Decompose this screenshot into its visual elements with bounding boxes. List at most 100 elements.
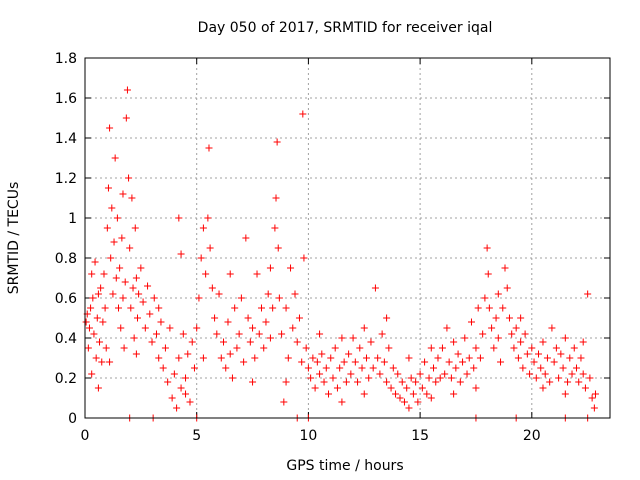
data-point bbox=[590, 404, 598, 412]
data-point bbox=[378, 330, 386, 338]
data-point bbox=[523, 350, 531, 358]
data-point bbox=[333, 384, 341, 392]
data-point bbox=[365, 374, 373, 382]
data-point bbox=[342, 378, 350, 386]
data-point bbox=[148, 338, 156, 346]
data-point bbox=[519, 364, 527, 372]
data-point bbox=[331, 344, 339, 352]
data-point bbox=[414, 398, 422, 406]
data-point bbox=[190, 364, 198, 372]
data-point bbox=[510, 344, 518, 352]
data-point bbox=[535, 350, 543, 358]
data-point bbox=[508, 330, 516, 338]
data-point bbox=[327, 354, 335, 362]
data-point bbox=[98, 358, 106, 366]
data-point bbox=[577, 354, 585, 362]
data-point bbox=[490, 344, 498, 352]
data-point bbox=[237, 294, 245, 302]
data-point bbox=[539, 384, 547, 392]
data-point bbox=[117, 324, 125, 332]
data-point bbox=[581, 384, 589, 392]
data-point bbox=[311, 384, 319, 392]
data-point bbox=[537, 364, 545, 372]
data-point bbox=[159, 364, 167, 372]
data-point bbox=[481, 294, 489, 302]
data-point bbox=[249, 324, 257, 332]
data-point bbox=[550, 358, 558, 366]
x-tick-label: 20 bbox=[523, 428, 541, 444]
data-point bbox=[108, 204, 116, 212]
data-point bbox=[282, 304, 290, 312]
data-point bbox=[204, 214, 212, 222]
data-point bbox=[118, 234, 126, 242]
data-point bbox=[226, 350, 234, 358]
data-point bbox=[273, 138, 281, 146]
tick-labels: 0 0.2 0.4 0.6 0.8 1 1.2 1.4 1.6 1.8 0 5 10 15 20 bbox=[55, 51, 541, 444]
data-point bbox=[96, 338, 104, 346]
data-point bbox=[340, 358, 348, 366]
data-point bbox=[376, 370, 384, 378]
data-point bbox=[338, 334, 346, 342]
data-point bbox=[89, 294, 97, 302]
data-point bbox=[123, 86, 131, 94]
data-point bbox=[251, 354, 259, 362]
y-axis-label: SRMTID / TECUs bbox=[6, 182, 22, 295]
data-point bbox=[231, 304, 239, 312]
data-point bbox=[450, 390, 458, 398]
y-tick-label: 1.8 bbox=[55, 51, 77, 67]
data-point bbox=[470, 364, 478, 372]
data-point bbox=[206, 244, 214, 252]
data-point bbox=[441, 370, 449, 378]
data-point bbox=[409, 390, 417, 398]
data-point bbox=[454, 350, 462, 358]
data-point bbox=[166, 324, 174, 332]
data-point bbox=[121, 278, 129, 286]
data-point bbox=[383, 378, 391, 386]
data-point bbox=[436, 374, 444, 382]
data-point bbox=[126, 244, 134, 252]
data-point bbox=[336, 364, 344, 372]
data-point bbox=[199, 224, 207, 232]
data-point bbox=[588, 394, 596, 402]
data-point bbox=[541, 370, 549, 378]
data-point bbox=[289, 324, 297, 332]
data-point bbox=[94, 290, 102, 298]
data-point bbox=[421, 358, 429, 366]
data-point bbox=[282, 378, 290, 386]
data-point bbox=[102, 344, 110, 352]
y-tick-label: 0.4 bbox=[55, 331, 77, 347]
data-point bbox=[109, 290, 117, 298]
data-point bbox=[304, 364, 312, 372]
data-point bbox=[274, 244, 282, 252]
y-tick-label: 1 bbox=[68, 211, 77, 227]
data-point bbox=[195, 294, 203, 302]
data-point bbox=[104, 184, 112, 192]
data-point bbox=[463, 370, 471, 378]
data-point bbox=[579, 370, 587, 378]
data-point bbox=[94, 384, 102, 392]
data-point bbox=[539, 338, 547, 346]
data-point bbox=[266, 334, 274, 342]
data-point bbox=[112, 274, 120, 282]
data-point bbox=[266, 264, 274, 272]
data-point bbox=[84, 344, 92, 352]
data-point bbox=[168, 394, 176, 402]
data-point bbox=[115, 304, 123, 312]
x-tick-label: 15 bbox=[411, 428, 429, 444]
data-point bbox=[497, 358, 505, 366]
x-tick-label: 5 bbox=[192, 428, 201, 444]
data-point bbox=[313, 358, 321, 366]
data-point bbox=[90, 330, 98, 338]
data-point bbox=[240, 358, 248, 366]
data-point bbox=[494, 290, 502, 298]
data-point bbox=[284, 354, 292, 362]
data-point bbox=[575, 378, 583, 386]
data-point bbox=[88, 370, 96, 378]
data-point bbox=[119, 190, 127, 198]
data-point bbox=[450, 338, 458, 346]
data-point bbox=[584, 290, 592, 298]
y-tick-label: 0.2 bbox=[55, 371, 77, 387]
data-point bbox=[499, 304, 507, 312]
data-point bbox=[521, 330, 529, 338]
data-point bbox=[367, 338, 375, 346]
